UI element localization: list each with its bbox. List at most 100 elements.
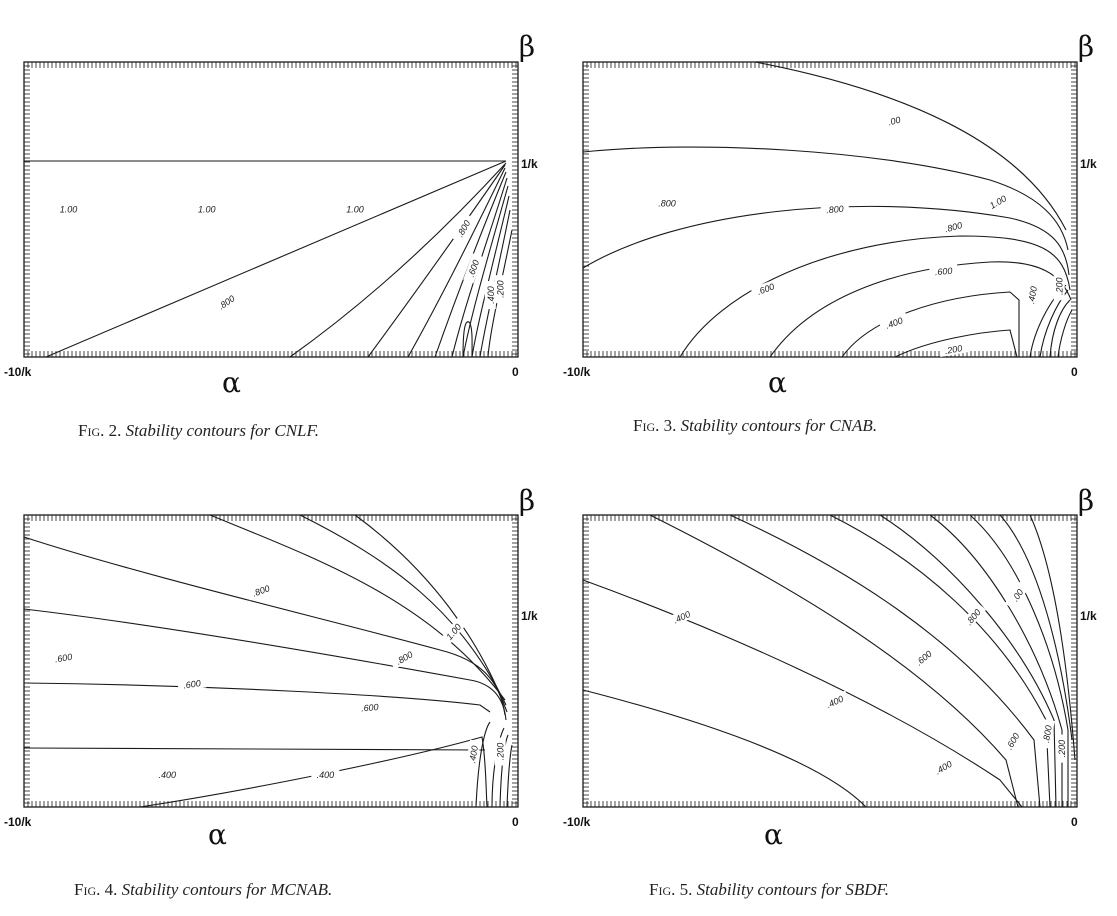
contour-line — [475, 721, 491, 808]
contour-label-bg — [938, 217, 969, 236]
contour-label-bg — [959, 602, 987, 632]
contour-label-bg — [1053, 272, 1065, 301]
contour-label-bg — [494, 737, 506, 766]
contour-line — [462, 321, 473, 358]
contour-label: .800 — [251, 583, 271, 598]
contour-line — [969, 514, 1069, 807]
contour-label-bg — [245, 580, 276, 601]
contour-label-bg — [1056, 734, 1068, 763]
contour-label: .200 — [944, 343, 963, 356]
contour-line — [23, 747, 486, 751]
figure-number: Fig. 4. — [74, 880, 118, 899]
contour-line — [23, 536, 506, 716]
y-tick-label: 1/k — [521, 609, 538, 623]
contour-label: .400 — [486, 286, 496, 304]
contour-line — [894, 329, 1018, 358]
contour-label-bg — [311, 768, 340, 780]
contour-label: .800 — [944, 220, 964, 234]
y-axis-label: β — [1078, 484, 1094, 517]
contour-line — [506, 744, 513, 808]
contour-label: .400 — [884, 315, 904, 330]
contour-line — [754, 61, 1067, 231]
contour-label: .600 — [54, 652, 73, 665]
contour-line — [299, 514, 507, 706]
contour-line — [582, 205, 1070, 276]
contour-label-bg — [1004, 580, 1030, 610]
contour-label-bg — [48, 649, 79, 666]
x-axis-label: α — [764, 818, 783, 851]
contour-label: 1.00 — [198, 205, 216, 215]
contour-line — [769, 261, 1072, 358]
contour-line — [23, 608, 507, 721]
caption-fig4: Fig. 4. Stability contours for MCNAB. — [74, 880, 332, 900]
y-tick-label: 1/k — [1080, 609, 1097, 623]
contour-label: .400 — [1026, 286, 1039, 305]
caption-text: Stability contours for SBDF. — [696, 880, 889, 899]
y-axis-label: β — [519, 484, 535, 517]
x-right-tick-label: 0 — [512, 815, 519, 829]
caption-fig3: Fig. 3. Stability contours for CNAB. — [633, 416, 877, 436]
contour-label: .600 — [183, 678, 202, 690]
contour-labels: .001.00.800.800.800.600.600.400.200.400.… — [652, 111, 1065, 357]
contour-label-bg — [494, 275, 506, 304]
contour-line — [679, 235, 1071, 358]
x-left-tick-label: -10/k — [563, 365, 591, 379]
y-axis-label: β — [519, 30, 535, 63]
contour-line — [462, 185, 509, 358]
contour-label-bg — [463, 253, 484, 284]
y-axis-label: β — [1078, 30, 1094, 63]
contour-label-bg — [750, 278, 781, 299]
caption-text: Stability contours for CNAB. — [680, 416, 878, 435]
contour-label-bg — [440, 617, 467, 646]
contour-line — [1057, 309, 1073, 358]
caption-text: Stability contours for MCNAB. — [121, 880, 333, 899]
contour-line — [451, 177, 508, 358]
contour-label-bg — [177, 676, 207, 692]
contour-label: .600 — [934, 266, 952, 277]
contour-label-bg — [153, 768, 182, 780]
contour-label: .400 — [317, 770, 335, 780]
contour-label-bg — [928, 755, 959, 779]
contour-label-bg — [340, 203, 369, 215]
contour-label-bg — [820, 202, 850, 216]
contour-line — [999, 514, 1073, 741]
contour-line — [829, 514, 1051, 808]
contour-label-bg — [666, 605, 697, 628]
caption-text: Stability contours for CNLF. — [125, 421, 319, 440]
contour-label-bg — [389, 645, 420, 670]
x-axis-label: α — [222, 366, 241, 399]
contour-label-bg — [879, 312, 910, 333]
contour-label: .600 — [361, 702, 379, 713]
contour-labels: 1.00 1.00 1.00.800.800.600.400.200 — [54, 203, 506, 315]
contour-line — [729, 514, 1041, 808]
contour-line — [649, 514, 1019, 808]
contour-label: .600 — [756, 281, 776, 296]
figure-number: Fig. 3. — [633, 416, 677, 435]
figure-number: Fig. 5. — [649, 880, 693, 899]
contour-line — [23, 682, 491, 713]
contour-line — [289, 162, 507, 358]
contour-label: 1.00 — [60, 205, 78, 215]
plot-frame — [23, 61, 519, 358]
contour-line — [209, 514, 506, 701]
contour-label-bg — [192, 203, 221, 215]
contour-label-bg — [652, 197, 681, 209]
contour-label-bg — [451, 213, 475, 244]
contour-label-bg — [1024, 280, 1040, 310]
contour-label-bg — [929, 264, 959, 278]
contour-label: .800 — [1041, 724, 1054, 743]
contour-line — [929, 514, 1063, 807]
contour-label: .00 — [887, 115, 902, 128]
x-axis-label: α — [768, 366, 787, 399]
plot-frame — [582, 61, 1078, 358]
x-left-tick-label: -10/k — [4, 815, 32, 829]
y-tick-label: 1/k — [1080, 157, 1097, 171]
caption-fig2: Fig. 2. Stability contours for CNLF. — [78, 421, 319, 441]
contour-label: .800 — [658, 199, 676, 209]
contour-line — [367, 164, 506, 358]
contour-label-bg — [211, 289, 241, 315]
contour-label-bg — [909, 644, 938, 671]
caption-fig5: Fig. 5. Stability contours for SBDF. — [649, 880, 889, 900]
contour-line — [841, 291, 1020, 358]
contour-label: .400 — [158, 770, 176, 780]
